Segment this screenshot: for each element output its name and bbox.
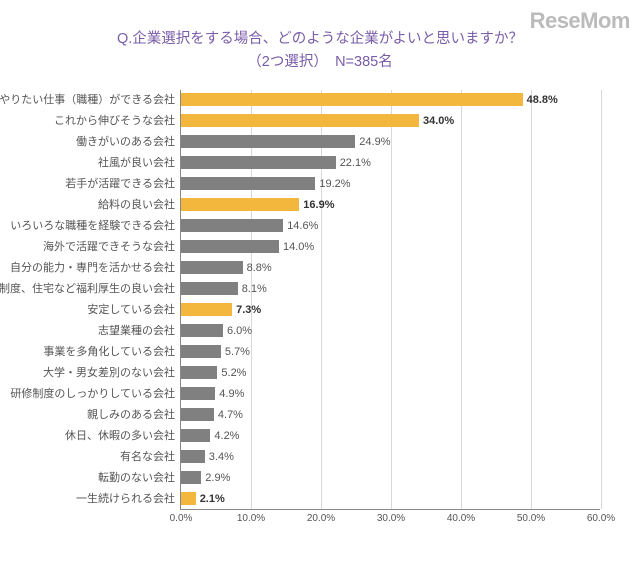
value-label: 34.0% xyxy=(419,111,454,132)
x-tick-label: 60.0% xyxy=(587,513,615,524)
bar xyxy=(181,156,336,169)
category-label: 有名な会社 xyxy=(120,447,181,468)
value-label: 8.1% xyxy=(238,279,267,300)
category-label: 一生続けられる会社 xyxy=(76,489,181,510)
bar xyxy=(181,345,221,358)
category-label: 海外で活躍できそうな会社 xyxy=(43,237,181,258)
bar-chart: 0.0%10.0%20.0%30.0%40.0%50.0%60.0%自分のやりた… xyxy=(180,90,600,535)
x-tick-label: 10.0% xyxy=(237,513,265,524)
bar xyxy=(181,408,214,421)
bar xyxy=(181,282,238,295)
value-label: 14.0% xyxy=(279,237,314,258)
bar xyxy=(181,240,279,253)
bar-row: 親しみのある会社4.7% xyxy=(181,405,600,426)
bar-row: 有名な会社3.4% xyxy=(181,447,600,468)
x-tick-label: 40.0% xyxy=(447,513,475,524)
chart-title: Q.企業選択をする場合、どのような企業がよいと思いますか？ （2つ選択） N=3… xyxy=(0,28,640,74)
gridline xyxy=(601,90,602,509)
bar-row: 大学・男女差別のない会社5.2% xyxy=(181,363,600,384)
bar-row: 転勤のない会社2.9% xyxy=(181,468,600,489)
value-label: 3.4% xyxy=(205,447,234,468)
value-label: 2.1% xyxy=(196,489,225,510)
value-label: 4.9% xyxy=(215,384,244,405)
bar-row: 働きがいのある会社24.9% xyxy=(181,132,600,153)
category-label: 若手が活躍できる会社 xyxy=(65,174,181,195)
bar xyxy=(181,93,523,106)
x-tick-label: 30.0% xyxy=(377,513,405,524)
category-label: 事業を多角化している会社 xyxy=(43,342,181,363)
value-label: 16.9% xyxy=(299,195,334,216)
category-label: いろいろな職種を経験できる会社 xyxy=(10,216,181,237)
value-label: 5.7% xyxy=(221,342,250,363)
value-label: 19.2% xyxy=(315,174,350,195)
value-label: 6.0% xyxy=(223,321,252,342)
bar xyxy=(181,303,232,316)
value-label: 4.7% xyxy=(214,405,243,426)
category-label: 安定している会社 xyxy=(87,300,181,321)
bar xyxy=(181,450,205,463)
bar-row: 事業を多角化している会社5.7% xyxy=(181,342,600,363)
category-label: 志望業種の会社 xyxy=(98,321,181,342)
bar-row: これから伸びそうな会社34.0% xyxy=(181,111,600,132)
bar-row: 安定している会社7.3% xyxy=(181,300,600,321)
x-tick-label: 50.0% xyxy=(517,513,545,524)
category-label: 転勤のない会社 xyxy=(98,468,181,489)
bar-row: 海外で活躍できそうな会社14.0% xyxy=(181,237,600,258)
bar-row: 志望業種の会社6.0% xyxy=(181,321,600,342)
bar-row: 自分の能力・専門を活かせる会社8.8% xyxy=(181,258,600,279)
title-line1: Q.企業選択をする場合、どのような企業がよいと思いますか？ xyxy=(0,28,640,51)
category-label: 勤務制度、住宅など福利厚生の良い会社 xyxy=(0,279,181,300)
bar xyxy=(181,471,201,484)
plot-area: 0.0%10.0%20.0%30.0%40.0%50.0%60.0%自分のやりた… xyxy=(180,90,600,510)
bar-row: 若手が活躍できる会社19.2% xyxy=(181,174,600,195)
value-label: 48.8% xyxy=(523,90,558,111)
bar-row: 給料の良い会社16.9% xyxy=(181,195,600,216)
bar xyxy=(181,366,217,379)
category-label: これから伸びそうな会社 xyxy=(54,111,181,132)
category-label: 研修制度のしっかりしている会社 xyxy=(10,384,181,405)
bar xyxy=(181,135,355,148)
bar xyxy=(181,324,223,337)
bar xyxy=(181,492,196,505)
value-label: 5.2% xyxy=(217,363,246,384)
bar-row: 社風が良い会社22.1% xyxy=(181,153,600,174)
bar-row: 自分のやりたい仕事（職種）ができる会社48.8% xyxy=(181,90,600,111)
value-label: 14.6% xyxy=(283,216,318,237)
bar xyxy=(181,219,283,232)
bar-row: 休日、休暇の多い会社4.2% xyxy=(181,426,600,447)
category-label: 親しみのある会社 xyxy=(87,405,181,426)
bar-row: いろいろな職種を経験できる会社14.6% xyxy=(181,216,600,237)
value-label: 7.3% xyxy=(232,300,261,321)
category-label: 大学・男女差別のない会社 xyxy=(43,363,181,384)
x-tick-label: 0.0% xyxy=(170,513,193,524)
bar-row: 勤務制度、住宅など福利厚生の良い会社8.1% xyxy=(181,279,600,300)
value-label: 22.1% xyxy=(336,153,371,174)
value-label: 2.9% xyxy=(201,468,230,489)
category-label: 給料の良い会社 xyxy=(98,195,181,216)
category-label: 休日、休暇の多い会社 xyxy=(65,426,181,447)
bar xyxy=(181,177,315,190)
category-label: 働きがいのある会社 xyxy=(76,132,181,153)
x-tick-label: 20.0% xyxy=(307,513,335,524)
bar xyxy=(181,261,243,274)
value-label: 8.8% xyxy=(243,258,272,279)
bar xyxy=(181,429,210,442)
category-label: 自分のやりたい仕事（職種）ができる会社 xyxy=(0,90,181,111)
bar xyxy=(181,114,419,127)
bar xyxy=(181,198,299,211)
category-label: 社風が良い会社 xyxy=(98,153,181,174)
bar xyxy=(181,387,215,400)
value-label: 4.2% xyxy=(210,426,239,447)
category-label: 自分の能力・専門を活かせる会社 xyxy=(10,258,181,279)
bar-row: 研修制度のしっかりしている会社4.9% xyxy=(181,384,600,405)
title-line2: （2つ選択） N=385名 xyxy=(0,51,640,74)
value-label: 24.9% xyxy=(355,132,390,153)
bar-row: 一生続けられる会社2.1% xyxy=(181,489,600,510)
